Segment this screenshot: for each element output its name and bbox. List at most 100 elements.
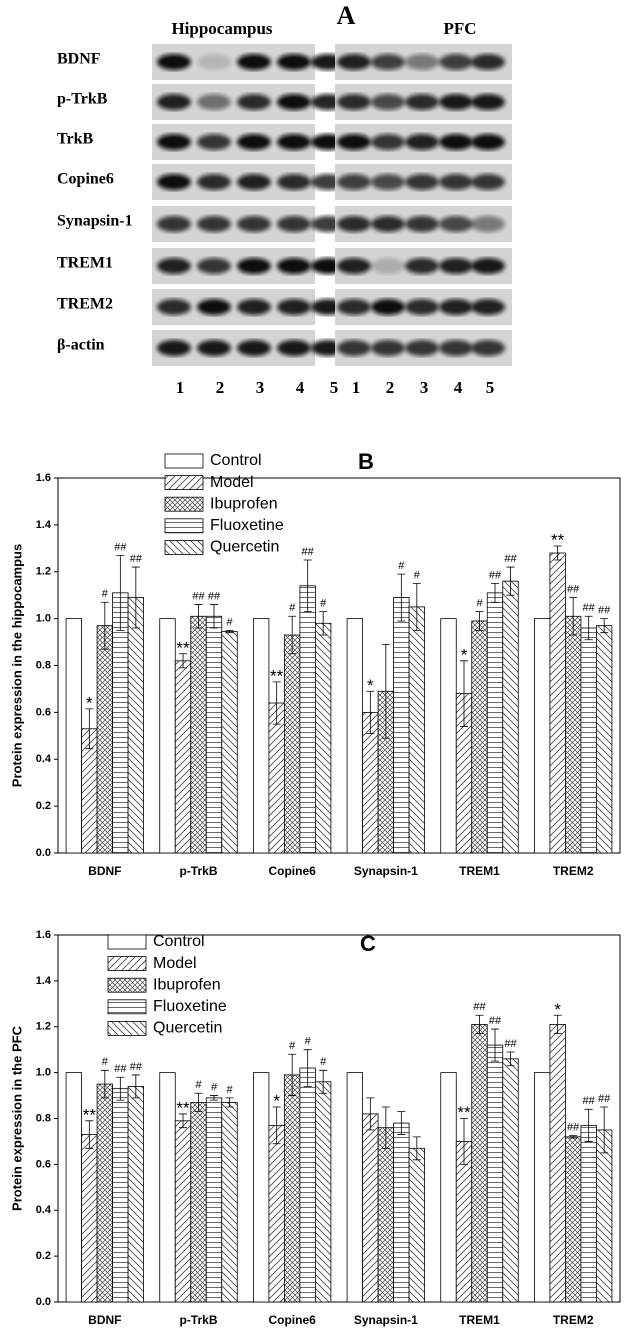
bar	[299, 585, 316, 854]
error-bar	[225, 629, 234, 634]
band	[197, 299, 231, 315]
y-tick-label: 0.8	[36, 659, 51, 671]
band	[439, 174, 473, 190]
bar	[96, 1083, 113, 1303]
significance-mark: ##	[473, 1001, 486, 1013]
error-bar	[491, 583, 499, 603]
bar	[299, 1067, 316, 1303]
x-tick-label: p-TrkB	[179, 1313, 217, 1327]
significance-mark: ##	[130, 553, 143, 565]
error-bar	[569, 597, 578, 636]
error-bar	[397, 1111, 406, 1135]
lane-number: 1	[176, 378, 185, 397]
error-bar	[288, 615, 297, 655]
y-tick-label: 1.0	[36, 613, 51, 625]
bar	[205, 615, 223, 854]
error-bar	[412, 583, 421, 631]
bar	[65, 618, 82, 854]
bar	[268, 1124, 285, 1303]
significance-mark: ##	[208, 590, 221, 602]
bar	[112, 592, 129, 854]
protein-label: TREM2	[57, 296, 113, 313]
band	[337, 54, 371, 70]
significance-mark: #	[195, 1079, 202, 1091]
error-bar	[288, 1053, 297, 1096]
bar	[253, 1072, 270, 1303]
bar	[565, 615, 582, 854]
significance-mark: *	[461, 645, 468, 664]
band	[157, 299, 191, 315]
band	[197, 216, 231, 232]
band	[471, 258, 505, 274]
band	[439, 216, 473, 232]
x-tick-label: Copine6	[268, 1313, 316, 1327]
significance-mark: **	[176, 638, 190, 657]
bar	[440, 1072, 457, 1303]
band	[371, 299, 405, 315]
y-tick-label: 1.6	[36, 929, 51, 941]
band	[157, 94, 191, 110]
error-bar	[225, 1097, 234, 1108]
band	[197, 340, 231, 356]
legend-label: Control	[153, 933, 205, 950]
error-bar	[397, 573, 406, 622]
significance-mark: ##	[598, 605, 611, 617]
error-bar	[553, 545, 562, 561]
y-tick-label: 0.0	[36, 847, 51, 859]
bar	[112, 1088, 129, 1303]
bar	[315, 1081, 332, 1303]
band	[157, 174, 191, 190]
band	[197, 54, 231, 70]
band	[439, 299, 473, 315]
y-tick-label: 0.2	[36, 1250, 51, 1262]
significance-mark: ##	[567, 1122, 580, 1134]
band	[157, 340, 191, 356]
legend-label: Ibuprofen	[210, 495, 278, 512]
y-tick-label: 0.4	[36, 753, 52, 765]
error-bar	[460, 1118, 468, 1165]
band	[405, 174, 439, 190]
error-bar	[506, 1051, 515, 1067]
band	[405, 94, 439, 110]
bar	[315, 622, 332, 854]
error-bar	[475, 1014, 484, 1035]
y-tick-label: 0.6	[36, 1158, 51, 1170]
significance-mark: #	[398, 560, 405, 572]
band	[471, 174, 505, 190]
lane-number: 1	[352, 378, 361, 397]
bar	[486, 1044, 504, 1303]
band	[237, 94, 271, 110]
bar	[393, 597, 410, 854]
significance-mark: #	[289, 602, 296, 614]
band	[277, 258, 311, 274]
bar	[159, 1072, 176, 1303]
y-axis-label: Protein expression in the hippocampus	[9, 544, 24, 787]
significance-mark: **	[83, 1105, 97, 1124]
x-tick-label: TREM2	[553, 1313, 594, 1327]
significance-mark: ##	[192, 590, 205, 602]
bar	[346, 618, 363, 854]
band	[439, 258, 473, 274]
bar	[486, 592, 504, 854]
x-tick-label: TREM2	[553, 864, 594, 878]
legend-label: Quercetin	[210, 539, 279, 556]
error-bar	[584, 1108, 593, 1142]
panel-label: A	[337, 1, 356, 30]
band	[405, 258, 439, 274]
band	[371, 340, 405, 356]
y-tick-label: 1.6	[36, 472, 51, 484]
x-tick-label: TREM1	[459, 864, 500, 878]
significance-mark: #	[414, 569, 421, 581]
region-label: Hippocampus	[171, 19, 272, 38]
error-bar	[210, 1095, 218, 1101]
lane-number: 3	[420, 378, 429, 397]
band	[197, 94, 231, 110]
significance-mark: #	[320, 598, 327, 610]
significance-mark: #	[289, 1040, 296, 1052]
significance-mark: #	[305, 1036, 312, 1048]
y-tick-label: 1.2	[36, 566, 51, 578]
x-tick-label: TREM1	[459, 1313, 500, 1327]
legend-swatch	[107, 956, 147, 971]
legend-label: Model	[210, 474, 254, 491]
error-bar	[491, 1028, 499, 1062]
